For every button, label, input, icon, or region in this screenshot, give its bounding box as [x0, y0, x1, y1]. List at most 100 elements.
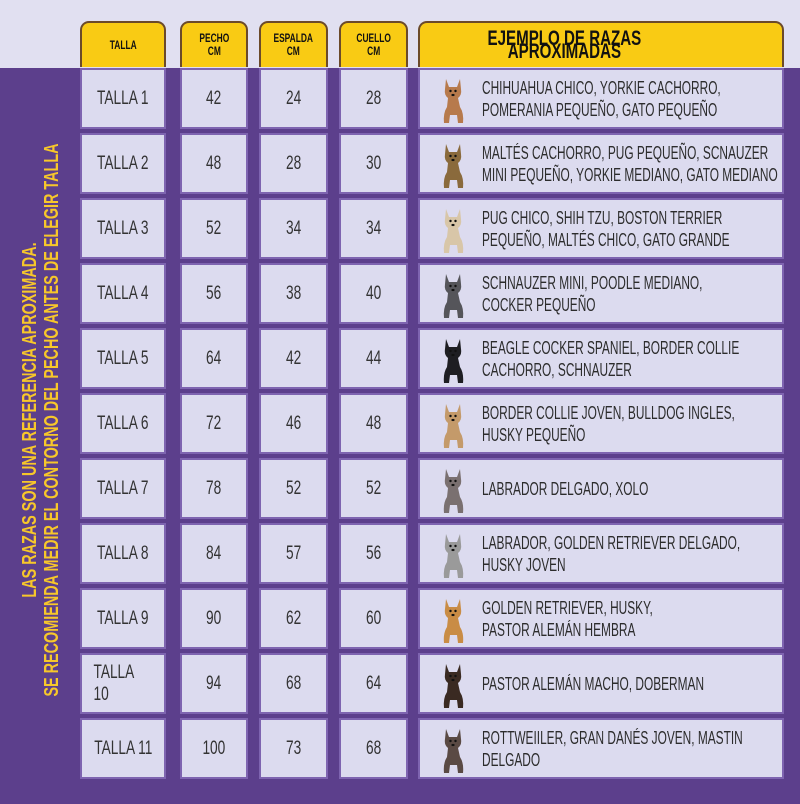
cell-espalda: 57	[259, 523, 328, 584]
header-label: EJEMPLO DE RAZAS APROXIMADAS	[487, 27, 642, 63]
breeds-line: MALTÉS CACHORRO, PUG PEQUEÑO, SCNAUZER	[482, 142, 769, 163]
cell-cuello: 60	[339, 588, 408, 649]
cuello-value: 40	[365, 282, 382, 304]
espalda-value: 73	[285, 737, 302, 759]
cell-talla: TALLA 5	[80, 328, 166, 389]
header-label: CUELLO CM	[356, 31, 391, 58]
cell-razas: SCHNAUZER MINI, POODLE MEDIANO, COCKER PE…	[418, 263, 784, 324]
cell-talla: TALLA 2	[80, 133, 166, 194]
cell-razas: CHIHUAHUA CHICO, YORKIE CACHORRO, POMERAN…	[418, 68, 784, 129]
cell-cuello: 68	[339, 718, 408, 779]
cell-razas: ROTTWEIILER, GRAN DANÉS JOVEN, MASTIN DEL…	[418, 718, 784, 779]
header-talla: TALLA	[80, 21, 166, 67]
breeds-line: LABRADOR DELGADO, XOLO	[482, 478, 649, 499]
cell-espalda: 52	[259, 458, 328, 519]
breeds-text: LABRADOR, GOLDEN RETRIEVER DELGADO, HUSKY…	[482, 532, 740, 576]
cell-talla: TALLA 9	[80, 588, 166, 649]
espalda-value: 38	[285, 282, 302, 304]
breeds-line: GOLDEN RETRIEVER, HUSKY,	[482, 597, 653, 618]
talla-value: TALLA 9	[97, 607, 149, 629]
espalda-value: 52	[285, 477, 302, 499]
pecho-value: 72	[206, 412, 222, 434]
pecho-value: 48	[206, 152, 222, 174]
pecho-value: 64	[206, 347, 222, 369]
espalda-value: 68	[285, 672, 302, 694]
breeds-line: BORDER COLLIE JOVEN, BULLDOG INGLES,	[482, 402, 735, 423]
cell-talla: TALLA 10	[80, 653, 166, 714]
cell-talla: TALLA 4	[80, 263, 166, 324]
cell-razas: LABRADOR DELGADO, XOLO	[418, 458, 784, 519]
talla-value: TALLA 2	[97, 152, 149, 174]
breeds-text: GOLDEN RETRIEVER, HUSKY, PASTOR ALEMÁN HE…	[482, 597, 653, 641]
cell-cuello: 40	[339, 263, 408, 324]
bulldog-icon	[443, 403, 464, 448]
talla-value: TALLA 7	[97, 477, 149, 499]
talla-value: TALLA 8	[97, 542, 149, 564]
breeds-line: BEAGLE COCKER SPANIEL, BORDER COLLIE	[482, 337, 740, 358]
espalda-value: 57	[285, 542, 302, 564]
header-label: ESPALDA CM	[273, 31, 314, 58]
cell-pecho: 90	[180, 588, 248, 649]
cell-espalda: 42	[259, 328, 328, 389]
pecho-value: 52	[206, 217, 222, 239]
cell-talla: TALLA 1	[80, 68, 166, 129]
cell-cuello: 34	[339, 198, 408, 259]
breeds-line: MINI PEQUEÑO, YORKIE MEDIANO, GATO MEDIA…	[482, 164, 778, 185]
breeds-text: CHIHUAHUA CHICO, YORKIE CACHORRO, POMERAN…	[482, 77, 721, 121]
cell-pecho: 42	[180, 68, 248, 129]
cell-pecho: 72	[180, 393, 248, 454]
breeds-text: ROTTWEIILER, GRAN DANÉS JOVEN, MASTIN DEL…	[482, 727, 743, 771]
pitbull-icon	[443, 728, 464, 773]
cuello-value: 30	[365, 152, 382, 174]
talla-value: TALLA 10	[93, 661, 134, 705]
cell-razas: BEAGLE COCKER SPANIEL, BORDER COLLIE CACH…	[418, 328, 784, 389]
espalda-value: 46	[285, 412, 302, 434]
chihuahua-icon	[443, 78, 464, 123]
pecho-value: 42	[206, 87, 222, 109]
cuello-value: 28	[365, 87, 382, 109]
cell-pecho: 64	[180, 328, 248, 389]
cuello-value: 68	[365, 737, 382, 759]
cell-pecho: 48	[180, 133, 248, 194]
talla-value: TALLA 11	[93, 737, 153, 759]
doberman-icon	[443, 663, 464, 708]
cell-talla: TALLA 3	[80, 198, 166, 259]
cell-pecho: 52	[180, 198, 248, 259]
breeds-line: ROTTWEIILER, GRAN DANÉS JOVEN, MASTIN	[482, 727, 743, 748]
breeds-line: DELGADO	[482, 749, 541, 770]
cell-cuello: 44	[339, 328, 408, 389]
cell-cuello: 64	[339, 653, 408, 714]
cell-razas: PUG CHICO, SHIH TZU, BOSTON TERRIER PEQUE…	[418, 198, 784, 259]
breeds-line: PEQUEÑO, MALTÉS CHICO, GATO GRANDE	[482, 229, 730, 250]
pecho-value: 84	[206, 542, 222, 564]
pecho-value: 78	[206, 477, 222, 499]
cell-espalda: 46	[259, 393, 328, 454]
cell-cuello: 30	[339, 133, 408, 194]
cell-cuello: 28	[339, 68, 408, 129]
header-pecho: PECHO CM	[180, 21, 248, 67]
breeds-text: BEAGLE COCKER SPANIEL, BORDER COLLIE CACH…	[482, 337, 739, 381]
dalmatian-icon	[443, 533, 464, 578]
breeds-text: SCHNAUZER MINI, POODLE MEDIANO, COCKER PE…	[482, 272, 702, 316]
breeds-line: CHIHUAHUA CHICO, YORKIE CACHORRO,	[482, 77, 721, 98]
cell-talla: TALLA 6	[80, 393, 166, 454]
talla-value: TALLA 3	[97, 217, 149, 239]
cell-razas: PASTOR ALEMÁN MACHO, DOBERMAN	[418, 653, 784, 714]
header-label: TALLA	[109, 37, 137, 52]
breeds-line: SCHNAUZER MINI, POODLE MEDIANO,	[482, 272, 703, 293]
cell-espalda: 34	[259, 198, 328, 259]
cell-pecho: 78	[180, 458, 248, 519]
cuello-value: 64	[365, 672, 382, 694]
pecho-value: 94	[206, 672, 222, 694]
header-espalda: ESPALDA CM	[259, 21, 328, 67]
cuello-value: 44	[365, 347, 382, 369]
pecho-value: 90	[206, 607, 222, 629]
pecho-value: 56	[206, 282, 222, 304]
cell-razas: MALTÉS CACHORRO, PUG PEQUEÑO, SCNAUZER MI…	[418, 133, 784, 194]
pecho-value: 100	[202, 737, 226, 759]
cuello-value: 52	[365, 477, 382, 499]
cell-talla: TALLA 7	[80, 458, 166, 519]
cell-pecho: 100	[180, 718, 248, 779]
schnauzer-icon	[443, 273, 464, 318]
breeds-line: HUSKY PEQUEÑO	[482, 424, 586, 445]
